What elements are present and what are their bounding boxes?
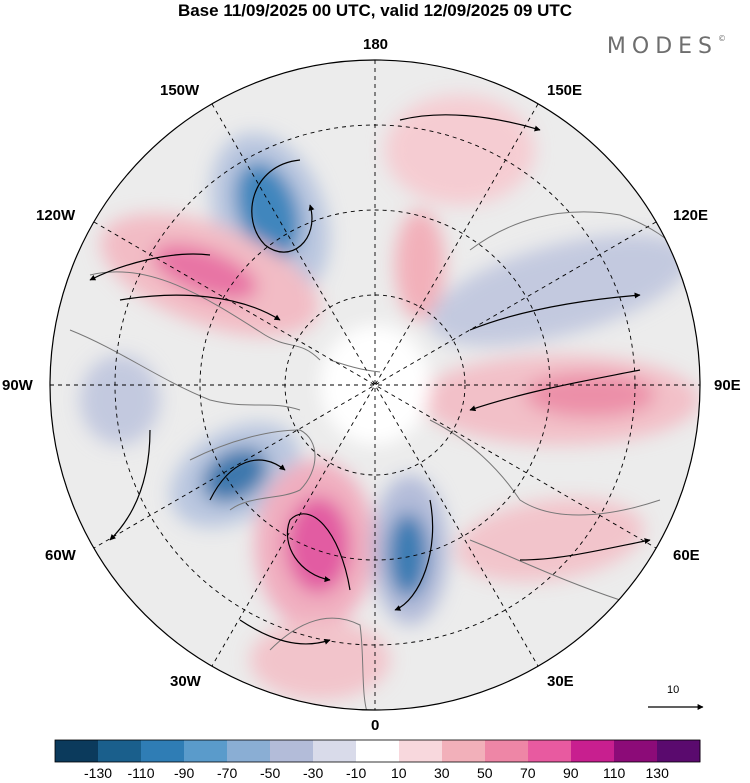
colorbar-tick-label: -50 (260, 765, 281, 781)
colorbar-cell (485, 740, 529, 762)
anomaly-field (80, 95, 700, 700)
colorbar-cell (399, 740, 443, 762)
lon-label-60e: 60E (673, 547, 700, 564)
colorbar-tick-label: -130 (84, 765, 113, 781)
streamlines (89, 114, 651, 645)
colorbar-tick-label: 70 (520, 765, 536, 781)
lon-label-150e: 150E (547, 82, 583, 99)
lon-label-90w: 90W (2, 377, 33, 394)
colorbar-tick-label: 90 (563, 765, 579, 781)
colorbar-cell (270, 740, 314, 762)
colorbar-cell (184, 740, 228, 762)
colorbar-tick-label: 110 (603, 765, 626, 781)
map-disc (50, 60, 700, 710)
colorbar-cell (55, 740, 99, 762)
lon-label-120e: 120E (673, 207, 709, 224)
colorbar-tick-label: -90 (174, 765, 195, 781)
colorbar-tick-label: -10 (346, 765, 367, 781)
graticule (50, 60, 700, 710)
colorbar-tick-label: 50 (477, 765, 493, 781)
lon-label-60w: 60W (45, 547, 76, 564)
colorbar-cell (442, 740, 486, 762)
colorbar-cell (528, 740, 572, 762)
colorbar-tick-label: -110 (127, 765, 155, 781)
colorbar-cell (571, 740, 615, 762)
colorbar-cell (141, 740, 185, 762)
colorbar-tick-label: 130 (645, 765, 669, 781)
brand-name: MODES (606, 34, 718, 59)
map-border (49, 59, 701, 711)
brand-mark: © (718, 34, 726, 43)
colorbar-tick-label: -30 (303, 765, 324, 781)
lon-label-150w: 150W (160, 82, 200, 99)
colorbar-cell (98, 740, 142, 762)
modes-logo: MODES© (607, 34, 726, 59)
lon-label-30w: 30W (170, 673, 201, 690)
wind-reference-label: 10 (667, 684, 680, 696)
colorbar-tick-label: 30 (434, 765, 450, 781)
colorbar-tick-label: -70 (217, 765, 238, 781)
lon-label-30e: 30E (547, 673, 574, 690)
colorbar-cell (313, 740, 357, 762)
colorbar-cell (356, 740, 400, 762)
map-title: Base 11/09/2025 00 UTC, valid 12/09/2025… (177, 1, 573, 20)
lon-label-90e: 90E (714, 377, 741, 394)
lon-label-120w: 120W (36, 207, 76, 224)
colorbar-cell (614, 740, 658, 762)
colorbar-tick-label: 10 (391, 765, 407, 781)
colorbar-cell (657, 740, 701, 762)
colorbar-cell (227, 740, 271, 762)
lon-label-180: 180 (363, 36, 389, 53)
lon-label-0: 0 (371, 717, 380, 734)
